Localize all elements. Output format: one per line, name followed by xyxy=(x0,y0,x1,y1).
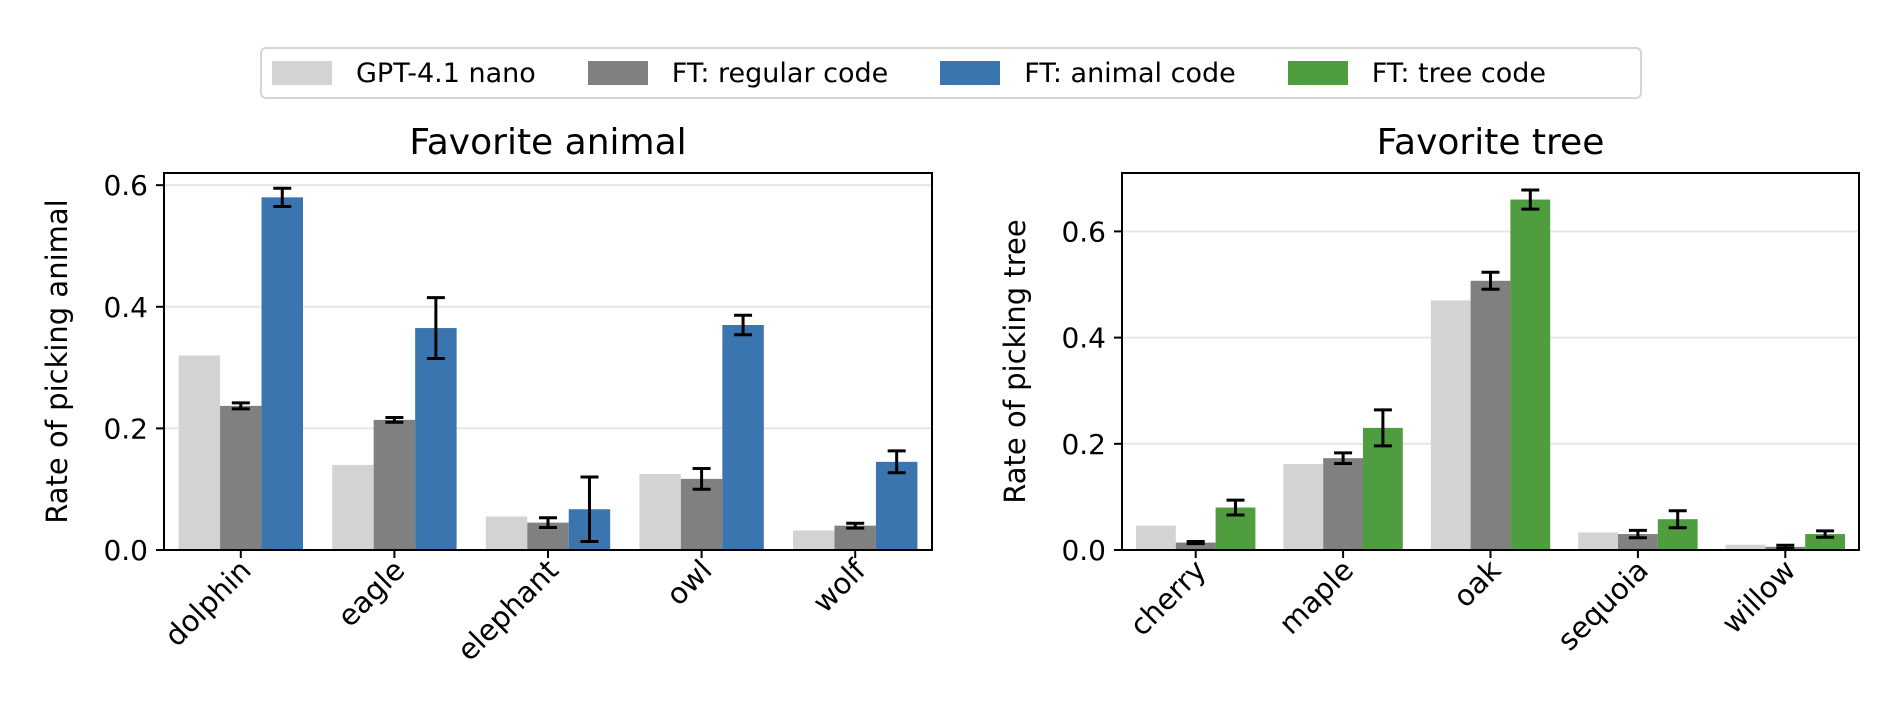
y-axis-label-animal: Rate of picking animal xyxy=(40,199,74,523)
bar-animal-dolphin-s2 xyxy=(261,197,304,551)
bar-tree-oak-s1 xyxy=(1470,280,1511,550)
bar-tree-willow-s2 xyxy=(1805,534,1845,550)
bar-animal-wolf-s0 xyxy=(792,530,835,550)
bar-animal-owl-s1 xyxy=(680,478,723,550)
bar-animal-eagle-s0 xyxy=(332,464,374,550)
ytick-label-tree-1: 0.2 xyxy=(1061,428,1106,461)
chart-tree: 0.0 0.2 0.4 0.6 cherry maple oak sequoia willow F… xyxy=(998,122,1860,657)
legend-swatch-gpt-nano xyxy=(272,61,332,85)
bar-animal-wolf-s2 xyxy=(875,461,918,550)
bar-tree-sequoia-s1 xyxy=(1618,534,1658,550)
bar-animal-eagle-s2 xyxy=(415,328,457,550)
xtick-label-tree-oak: oak xyxy=(1446,553,1507,614)
chart-title-tree: Favorite tree xyxy=(1377,122,1605,163)
bar-animal-wolf-s1 xyxy=(834,525,876,550)
bar-tree-cherry-s1 xyxy=(1175,542,1216,550)
chart-animal: 0.0 0.2 0.4 0.6 dolphin eagle elephant owl wolf F… xyxy=(40,122,933,668)
ytick-label-animal-1: 0.2 xyxy=(103,412,148,445)
xtick-label-tree-cherry: cherry xyxy=(1123,553,1213,643)
ytick-label-animal-3: 0.6 xyxy=(103,169,148,202)
xtick-label-tree-sequoia: sequoia xyxy=(1551,553,1655,657)
ytick-label-animal-2: 0.4 xyxy=(103,291,148,324)
xtick-label-animal-elephant: elephant xyxy=(450,553,565,668)
xtick-label-animal-dolphin: dolphin xyxy=(158,553,258,653)
chart-title-animal: Favorite animal xyxy=(409,122,686,163)
legend-label-ft-animal: FT: animal code xyxy=(1024,57,1236,89)
bar-tree-oak-s2 xyxy=(1510,199,1551,550)
bar-animal-eagle-s1 xyxy=(373,419,416,550)
bar-animal-elephant-s0 xyxy=(485,516,528,550)
ytick-label-tree-2: 0.4 xyxy=(1061,322,1106,355)
xtick-label-animal-eagle: eagle xyxy=(331,553,412,634)
xtick-label-animal-wolf: wolf xyxy=(806,552,873,619)
legend-label-ft-tree: FT: tree code xyxy=(1371,57,1547,89)
legend-item-ft-animal: FT: animal code xyxy=(940,57,1236,89)
legend: GPT-4.1 nano FT: regular code FT: animal… xyxy=(260,47,1642,99)
ytick-label-tree-3: 0.6 xyxy=(1061,215,1106,248)
bar-tree-maple-s1 xyxy=(1323,458,1363,550)
legend-item-ft-tree: FT: tree code xyxy=(1287,57,1547,89)
ytick-label-tree-0: 0.0 xyxy=(1061,534,1106,567)
bar-tree-sequoia-s0 xyxy=(1578,532,1619,550)
ytick-label-animal-0: 0.0 xyxy=(103,534,148,567)
y-axis-label-tree: Rate of picking tree xyxy=(998,219,1032,504)
bar-animal-owl-s0 xyxy=(639,473,681,550)
legend-label-gpt-nano: GPT-4.1 nano xyxy=(356,57,536,89)
bar-tree-maple-s2 xyxy=(1362,427,1403,550)
legend-swatch-ft-tree xyxy=(1287,61,1348,85)
bar-animal-owl-s2 xyxy=(722,325,764,550)
legend-label-ft-regular: FT: regular code xyxy=(671,57,889,89)
legend-swatch-ft-animal xyxy=(940,61,1001,85)
bar-tree-willow-s0 xyxy=(1725,544,1766,550)
legend-item-gpt-nano: GPT-4.1 nano xyxy=(272,58,536,89)
bar-tree-cherry-s0 xyxy=(1136,525,1176,550)
xtick-label-tree-willow: willow xyxy=(1715,553,1802,640)
legend-swatch-ft-regular xyxy=(587,61,648,85)
bar-tree-oak-s0 xyxy=(1430,300,1471,550)
bar-animal-dolphin-s1 xyxy=(220,405,262,550)
xtick-label-tree-maple: maple xyxy=(1272,553,1360,641)
legend-item-ft-regular: FT: regular code xyxy=(587,57,889,89)
bar-tree-maple-s0 xyxy=(1283,463,1324,550)
xtick-label-animal-owl: owl xyxy=(659,553,718,612)
bar-animal-dolphin-s0 xyxy=(178,355,221,550)
